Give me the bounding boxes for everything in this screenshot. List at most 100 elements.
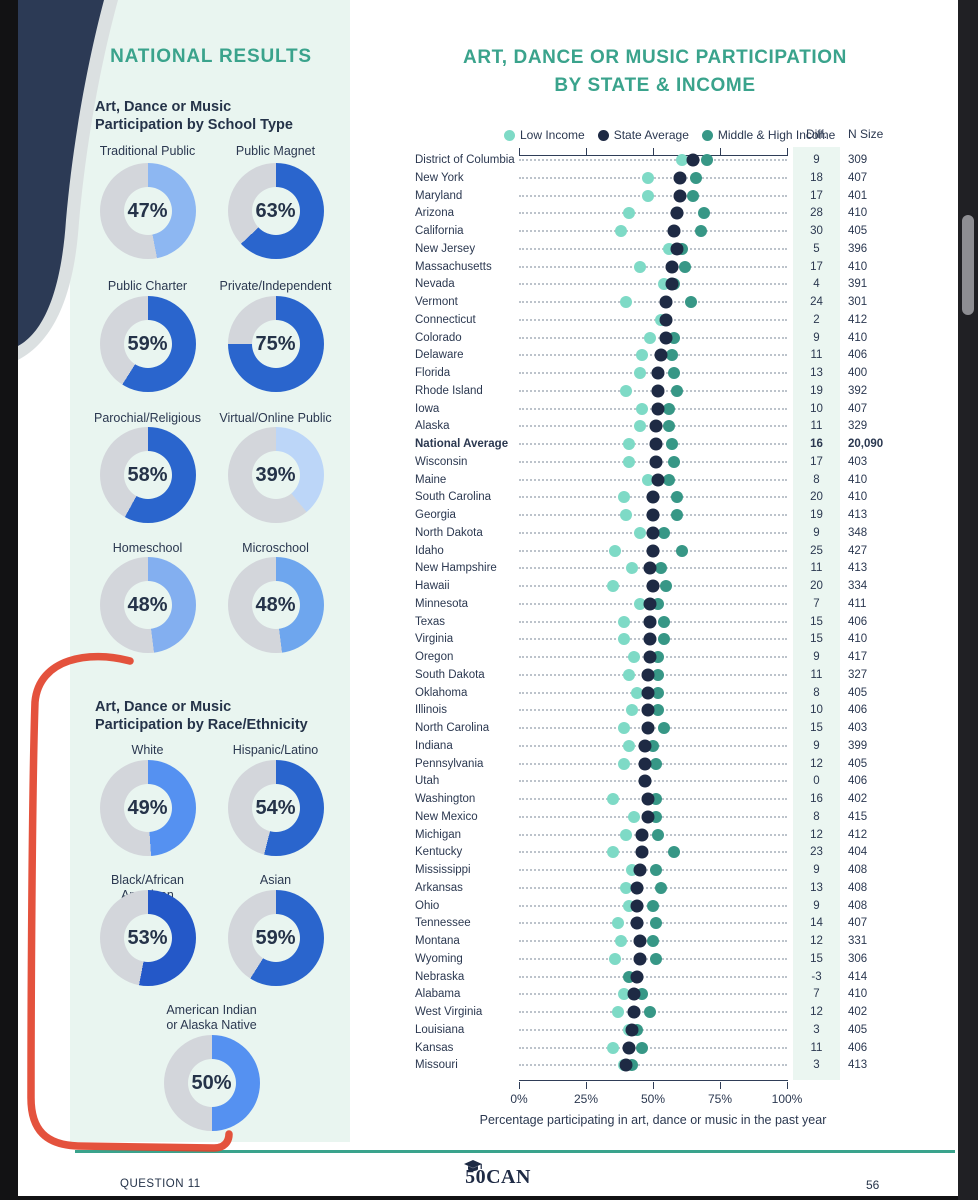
donut-ring: 75% bbox=[227, 296, 324, 392]
diff-value: 9 bbox=[813, 154, 820, 166]
scrollbar-track[interactable] bbox=[958, 0, 978, 1200]
state-row: Rhode Island 19 392 bbox=[18, 382, 958, 400]
nsize-value: 412 bbox=[848, 313, 868, 326]
state-average-dot bbox=[643, 650, 657, 664]
donut-ring: 48% bbox=[99, 557, 196, 653]
state-row: Alabama 7 410 bbox=[18, 985, 958, 1003]
nsize-value: 408 bbox=[848, 881, 868, 894]
state-label: South Carolina bbox=[415, 491, 492, 504]
low-income-dot bbox=[617, 988, 630, 1001]
nsize-value: 402 bbox=[848, 1006, 868, 1018]
middle-high-income-dot bbox=[657, 633, 670, 646]
state-label: Mississippi bbox=[415, 864, 471, 876]
low-income-dot bbox=[641, 189, 654, 202]
low-income-dot bbox=[625, 562, 638, 575]
state-average-dot bbox=[633, 952, 647, 966]
diff-value: 12 bbox=[810, 828, 823, 841]
middle-high-income-dot bbox=[649, 952, 662, 965]
state-average-dot bbox=[641, 792, 655, 806]
row-leader-line bbox=[519, 780, 787, 783]
state-label: Kentucky bbox=[415, 846, 463, 859]
donut-gauge: Homeschool 48% bbox=[84, 541, 211, 657]
donut-gauge: Virtual/Online Public 39% bbox=[212, 411, 339, 527]
low-income-dot bbox=[617, 722, 630, 734]
diff-value: 11 bbox=[810, 562, 823, 575]
nsize-value: 329 bbox=[848, 420, 868, 433]
state-label: Alaska bbox=[415, 420, 450, 433]
x-tick-label: 25% bbox=[573, 1092, 599, 1106]
low-income-dot bbox=[636, 402, 649, 415]
diff-value: -3 bbox=[811, 970, 822, 983]
state-label: Montana bbox=[415, 935, 460, 947]
donut-ring: 48% bbox=[227, 557, 324, 653]
donut-gauge: Parochial/Religious 58% bbox=[84, 411, 211, 527]
state-label: California bbox=[415, 225, 464, 237]
axis-tick bbox=[519, 148, 520, 155]
diff-value: 15 bbox=[810, 722, 823, 734]
donut-gauge: Public Charter 59% bbox=[84, 279, 211, 396]
state-average-dot bbox=[665, 277, 679, 291]
state-row: Wisconsin 17 403 bbox=[18, 453, 958, 471]
state-label: Maryland bbox=[415, 189, 463, 202]
state-label: Virginia bbox=[415, 633, 454, 646]
low-income-dot bbox=[622, 207, 635, 220]
row-leader-line bbox=[519, 283, 787, 286]
nsize-value: 414 bbox=[848, 970, 868, 983]
state-average-dot bbox=[646, 544, 660, 557]
middle-high-income-dot bbox=[649, 757, 662, 770]
middle-high-income-dot bbox=[660, 580, 673, 592]
state-label: Illinois bbox=[415, 704, 447, 717]
diff-value: 9 bbox=[813, 331, 820, 344]
state-average-dot bbox=[633, 934, 647, 948]
middle-high-income-dot bbox=[695, 225, 708, 237]
middle-high-income-dot bbox=[652, 828, 665, 841]
donut-label: Private/Independent bbox=[219, 279, 332, 293]
state-average-dot bbox=[659, 313, 673, 327]
nsize-value: 301 bbox=[848, 296, 868, 308]
nsize-value: 348 bbox=[848, 526, 868, 539]
donut-ring: 39% bbox=[227, 427, 324, 523]
nsize-value: 407 bbox=[848, 402, 868, 415]
state-row: Idaho 25 427 bbox=[18, 542, 958, 560]
middle-high-income-dot bbox=[655, 562, 668, 575]
low-income-dot bbox=[622, 455, 635, 468]
logo-text: 50CAN bbox=[465, 1166, 531, 1188]
low-income-dot bbox=[620, 509, 633, 521]
donut-label: Traditional Public bbox=[99, 144, 196, 158]
diff-value: 30 bbox=[810, 225, 823, 237]
middle-high-income-dot bbox=[663, 402, 676, 415]
diff-value: 3 bbox=[813, 1023, 820, 1036]
state-row: New Mexico 8 415 bbox=[18, 808, 958, 826]
state-average-dot bbox=[670, 242, 684, 256]
nsize-value: 400 bbox=[848, 367, 868, 379]
diff-value: 15 bbox=[810, 952, 823, 965]
state-row: New Hampshire 11 413 bbox=[18, 559, 958, 577]
page-number: 56 bbox=[866, 1178, 880, 1192]
state-average-dot bbox=[646, 579, 660, 593]
footer-question-label: QUESTION 11 bbox=[120, 1178, 201, 1190]
diff-value: 11 bbox=[810, 668, 823, 681]
row-leader-line bbox=[519, 247, 787, 250]
axis-tick bbox=[653, 148, 654, 155]
scrollbar-thumb[interactable] bbox=[962, 215, 974, 315]
nsize-value: 411 bbox=[848, 597, 867, 610]
state-label: Oregon bbox=[415, 651, 454, 663]
state-row: West Virginia 12 402 bbox=[18, 1003, 958, 1021]
donut-value: 75% bbox=[255, 332, 296, 355]
low-income-dot bbox=[633, 526, 646, 539]
state-average-dot bbox=[627, 987, 641, 1001]
middle-high-income-dot bbox=[649, 917, 662, 930]
row-leader-line bbox=[519, 230, 787, 232]
diff-value: 13 bbox=[810, 367, 823, 379]
graduation-cap-icon bbox=[464, 1160, 482, 1171]
legend-label: Middle & High Income bbox=[717, 128, 836, 142]
state-label: District of Columbia bbox=[415, 154, 515, 166]
state-row: Utah 0 406 bbox=[18, 772, 958, 790]
state-row: Wyoming 15 306 bbox=[18, 950, 958, 968]
low-income-dot bbox=[628, 810, 641, 823]
state-average-dot bbox=[635, 828, 649, 841]
state-row: Montana 12 331 bbox=[18, 932, 958, 950]
nsize-column-header: N Size bbox=[848, 127, 884, 141]
state-row: Iowa 10 407 bbox=[18, 400, 958, 418]
diff-value: 3 bbox=[813, 1059, 820, 1072]
